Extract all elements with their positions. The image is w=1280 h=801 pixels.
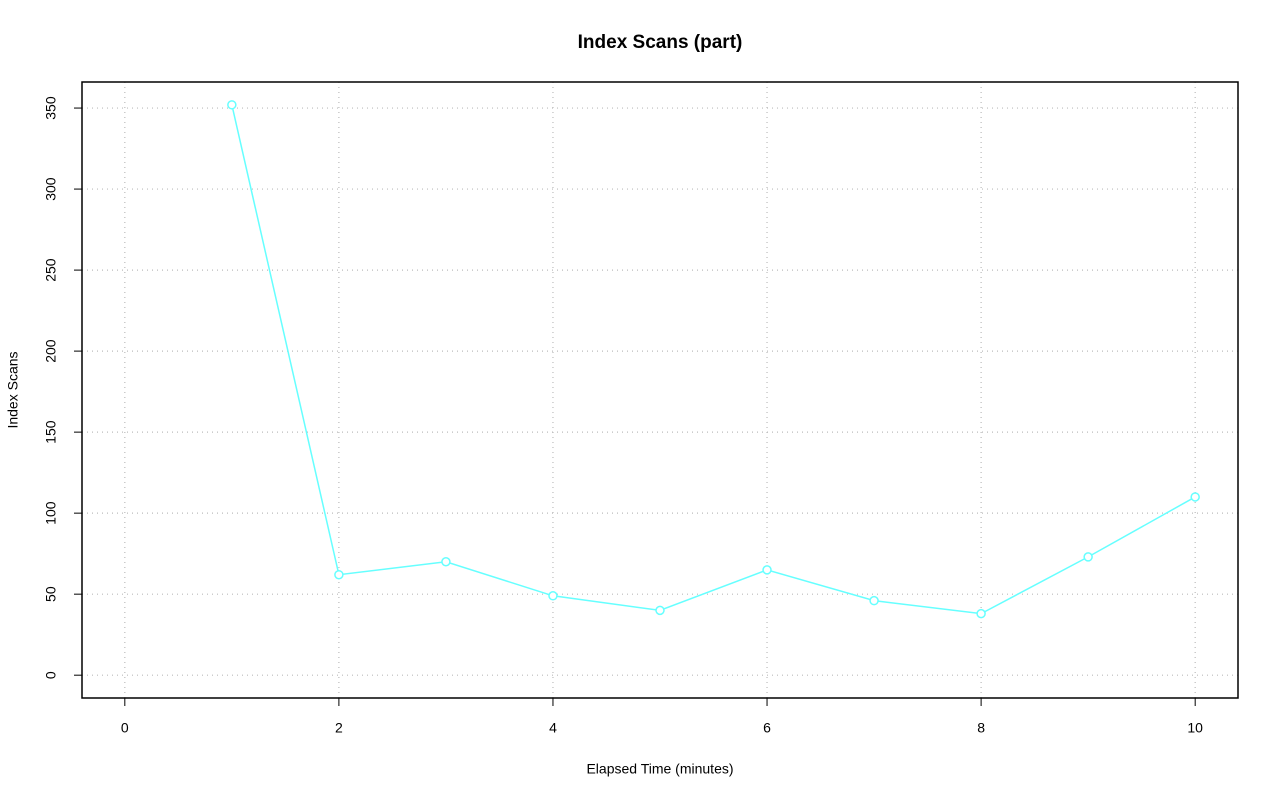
y-tick-label: 0 bbox=[43, 671, 59, 679]
y-tick-label: 100 bbox=[43, 501, 59, 525]
point bbox=[548, 591, 558, 601]
point bbox=[334, 569, 344, 580]
point bbox=[655, 605, 665, 616]
y-axis-label: Index Scans bbox=[5, 351, 21, 428]
point bbox=[1190, 492, 1200, 502]
y-tick-label: 50 bbox=[43, 586, 59, 602]
x-tick-label: 0 bbox=[121, 720, 129, 736]
plot-frame bbox=[81, 81, 1239, 699]
y-tick-label: 300 bbox=[43, 177, 59, 201]
series-line bbox=[231, 104, 1196, 615]
point bbox=[976, 608, 986, 619]
x-tick-label: 6 bbox=[763, 720, 771, 736]
y-tick-label: 350 bbox=[43, 96, 59, 120]
x-tick-label: 2 bbox=[335, 720, 343, 736]
y-tick-label: 200 bbox=[43, 339, 59, 363]
point bbox=[1083, 552, 1093, 562]
point bbox=[869, 595, 879, 606]
point bbox=[227, 100, 237, 110]
x-axis-label: Elapsed Time (minutes) bbox=[586, 761, 733, 777]
x-tick-label: 4 bbox=[549, 720, 557, 736]
y-tick-label: 150 bbox=[43, 420, 59, 444]
chart-title: Index Scans (part) bbox=[578, 32, 743, 53]
x-tick-label: 10 bbox=[1187, 720, 1203, 736]
x-tick-label: 8 bbox=[977, 720, 985, 736]
y-tick-label: 250 bbox=[43, 258, 59, 282]
point bbox=[441, 557, 451, 567]
point bbox=[762, 565, 772, 575]
